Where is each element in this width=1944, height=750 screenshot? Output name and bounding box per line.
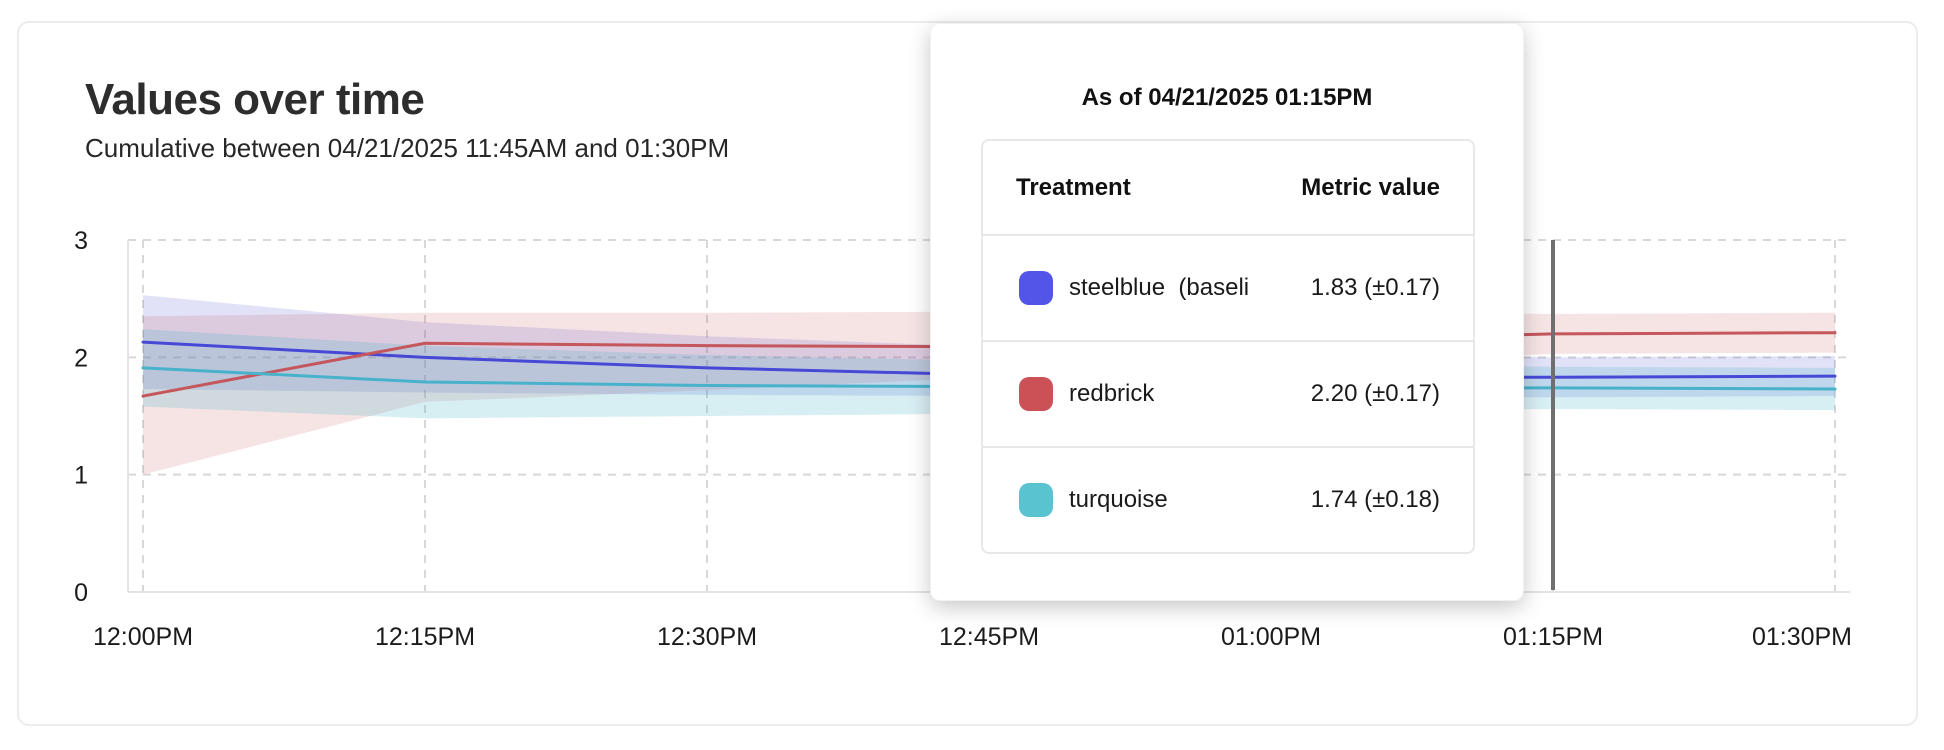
- tooltip-row: turquoise 1.74 (±0.18): [983, 446, 1473, 552]
- x-axis-tick-label: 12:30PM: [657, 623, 757, 651]
- treatment-label: steelblue (baseli: [1069, 274, 1250, 301]
- tooltip-table: Treatment Metric value steelblue (baseli…: [981, 139, 1475, 554]
- x-axis-tick-label: 01:15PM: [1503, 623, 1603, 651]
- treatment-label: redbrick: [1069, 380, 1155, 407]
- series-color-swatch: [1019, 483, 1053, 517]
- x-axis-tick-label: 12:45PM: [939, 623, 1039, 651]
- page-title: Values over time: [85, 75, 425, 124]
- x-axis-tick-label: 01:30PM: [1752, 623, 1852, 651]
- column-header-treatment: Treatment: [1016, 173, 1131, 201]
- metric-value: 2.20 (±0.17): [1310, 380, 1440, 407]
- y-axis-tick-label: 2: [74, 344, 88, 372]
- tooltip-title: As of 04/21/2025 01:15PM: [1081, 84, 1373, 111]
- hover-tooltip: As of 04/21/2025 01:15PM Treatment Metri…: [930, 23, 1524, 601]
- y-axis-tick-label: 1: [74, 462, 88, 490]
- treatment-label: turquoise: [1069, 486, 1168, 513]
- y-axis-tick-label: 3: [74, 227, 88, 255]
- tooltip-row: redbrick 2.20 (±0.17): [983, 340, 1473, 446]
- tooltip-row: steelblue (baseli 1.83 (±0.17): [983, 234, 1473, 340]
- chart-subtitle: Cumulative between 04/21/2025 11:45AM an…: [85, 133, 730, 163]
- tooltip-table-header: Treatment Metric value: [983, 141, 1473, 234]
- metric-value: 1.83 (±0.17): [1310, 274, 1440, 301]
- x-axis-tick-label: 01:00PM: [1221, 623, 1321, 651]
- column-header-metric-value: Metric value: [1301, 173, 1440, 201]
- series-color-swatch: [1019, 271, 1053, 305]
- metric-value: 1.74 (±0.18): [1310, 486, 1440, 513]
- y-axis-tick-label: 0: [74, 579, 88, 607]
- x-axis-tick-label: 12:00PM: [93, 623, 193, 651]
- x-axis-tick-label: 12:15PM: [375, 623, 475, 651]
- series-color-swatch: [1019, 377, 1053, 411]
